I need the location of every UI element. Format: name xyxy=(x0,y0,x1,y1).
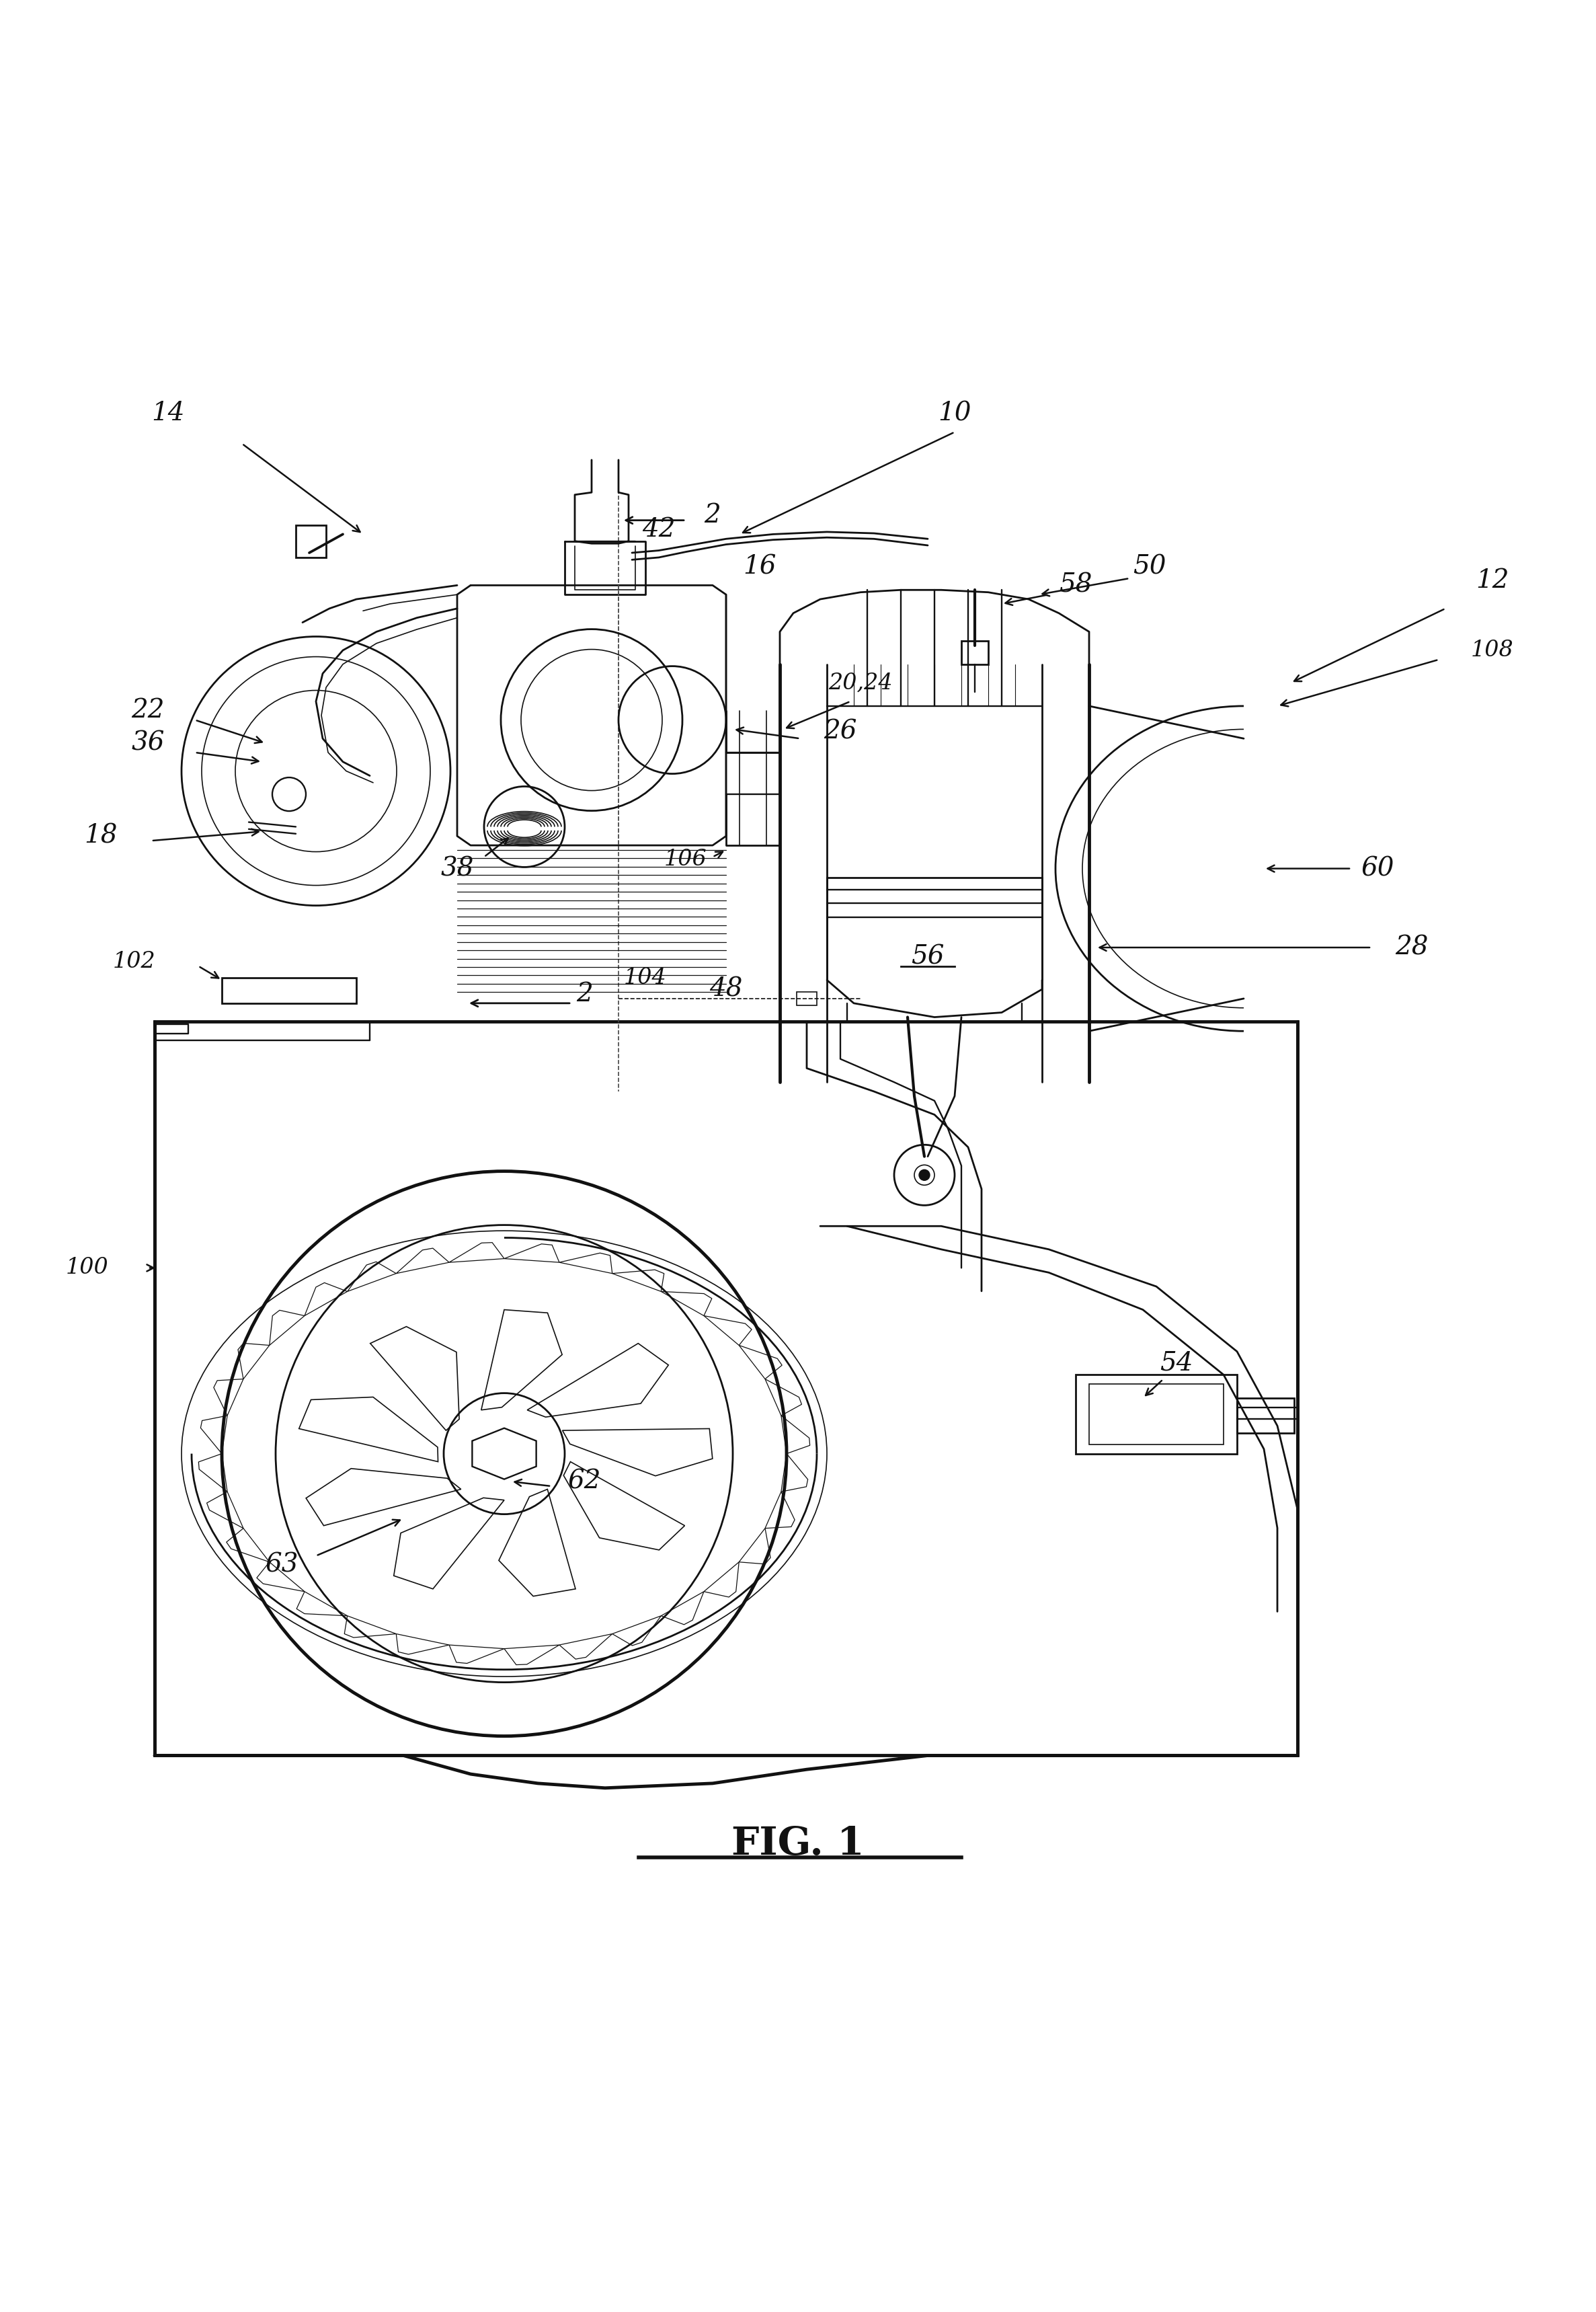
Text: 102: 102 xyxy=(113,950,156,971)
Bar xyxy=(155,1022,1298,1755)
Text: 42: 42 xyxy=(642,518,675,541)
Text: 48: 48 xyxy=(710,978,742,1001)
Text: 2: 2 xyxy=(576,983,594,1006)
Bar xyxy=(961,640,988,664)
Text: 10: 10 xyxy=(938,400,972,425)
Text: 100: 100 xyxy=(65,1258,109,1279)
Text: 20,24: 20,24 xyxy=(828,673,892,694)
Text: 28: 28 xyxy=(1395,934,1428,959)
Text: 108: 108 xyxy=(1472,640,1515,661)
Text: 50: 50 xyxy=(1133,555,1167,580)
Bar xyxy=(796,992,817,1006)
Text: 14: 14 xyxy=(152,400,185,425)
Bar xyxy=(295,525,326,557)
Bar xyxy=(1237,1399,1294,1433)
Text: 26: 26 xyxy=(824,719,857,744)
Bar xyxy=(222,978,356,1003)
Text: FIG. 1: FIG. 1 xyxy=(731,1824,865,1863)
Text: 16: 16 xyxy=(744,555,776,580)
Text: 60: 60 xyxy=(1361,855,1395,881)
Text: 36: 36 xyxy=(131,731,164,756)
Bar xyxy=(1076,1376,1237,1454)
Text: 104: 104 xyxy=(624,966,667,990)
Text: 38: 38 xyxy=(440,855,474,881)
Text: 106: 106 xyxy=(664,849,707,869)
Text: 62: 62 xyxy=(568,1468,602,1494)
Text: 2: 2 xyxy=(704,504,721,527)
Text: 58: 58 xyxy=(1060,573,1092,599)
Text: 56: 56 xyxy=(911,943,945,969)
Circle shape xyxy=(919,1170,930,1181)
Text: 22: 22 xyxy=(131,698,164,724)
Text: 12: 12 xyxy=(1476,569,1510,594)
Text: 63: 63 xyxy=(265,1554,298,1577)
Text: 54: 54 xyxy=(1160,1350,1194,1376)
Text: 18: 18 xyxy=(85,823,118,849)
Bar xyxy=(1088,1385,1224,1445)
